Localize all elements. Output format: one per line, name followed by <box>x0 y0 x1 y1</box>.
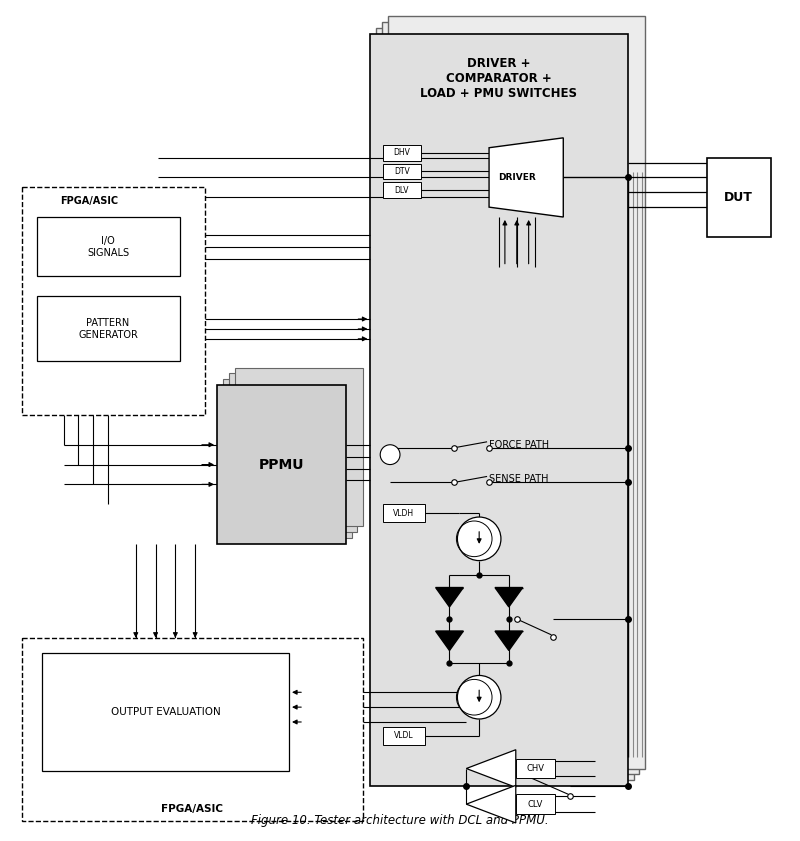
Bar <box>370 34 628 786</box>
Text: PPMU: PPMU <box>258 458 304 472</box>
Bar <box>383 182 421 198</box>
Bar <box>234 368 363 526</box>
Text: VLDH: VLDH <box>394 509 414 517</box>
Bar <box>37 217 180 277</box>
Circle shape <box>380 445 400 464</box>
Bar <box>22 637 363 821</box>
Bar <box>22 188 205 415</box>
Polygon shape <box>436 631 463 650</box>
Bar <box>42 653 289 771</box>
Text: I/O
SIGNALS: I/O SIGNALS <box>87 236 129 257</box>
Bar <box>383 163 421 179</box>
Bar <box>37 296 180 361</box>
Text: Figure 10. Tester architecture with DCL and PPMU.: Figure 10. Tester architecture with DCL … <box>251 814 549 828</box>
Text: DUT: DUT <box>724 191 753 204</box>
Text: DLV: DLV <box>394 186 410 195</box>
Text: DRIVER: DRIVER <box>498 173 536 182</box>
Bar <box>388 16 646 769</box>
Polygon shape <box>466 785 516 823</box>
Text: PATTERN
GENERATOR: PATTERN GENERATOR <box>78 318 138 340</box>
Bar <box>382 22 639 775</box>
Bar <box>223 379 351 538</box>
Circle shape <box>458 675 501 719</box>
Bar <box>383 727 425 745</box>
Polygon shape <box>466 749 516 787</box>
Circle shape <box>458 517 501 561</box>
Text: DRIVER +
COMPARATOR +
LOAD + PMU SWITCHES: DRIVER + COMPARATOR + LOAD + PMU SWITCHE… <box>421 57 578 100</box>
Text: FPGA/ASIC: FPGA/ASIC <box>60 196 118 206</box>
Bar <box>217 385 346 544</box>
Polygon shape <box>489 138 563 217</box>
Text: OUTPUT EVALUATION: OUTPUT EVALUATION <box>110 707 220 717</box>
Bar <box>229 373 358 532</box>
Bar <box>383 145 421 161</box>
Text: SENSE PATH: SENSE PATH <box>489 474 549 484</box>
Text: DHV: DHV <box>394 148 410 157</box>
Text: FPGA/ASIC: FPGA/ASIC <box>161 804 223 814</box>
Bar <box>383 504 425 522</box>
Bar <box>706 157 771 237</box>
Bar <box>516 759 555 779</box>
Text: FORCE PATH: FORCE PATH <box>489 440 549 450</box>
Polygon shape <box>495 588 522 607</box>
Text: DTV: DTV <box>394 167 410 176</box>
Bar <box>376 28 634 780</box>
Polygon shape <box>436 588 463 607</box>
Polygon shape <box>495 631 522 650</box>
Text: VLDL: VLDL <box>394 732 414 740</box>
Bar <box>516 794 555 814</box>
Text: CLV: CLV <box>528 800 543 809</box>
Text: CHV: CHV <box>526 764 545 773</box>
